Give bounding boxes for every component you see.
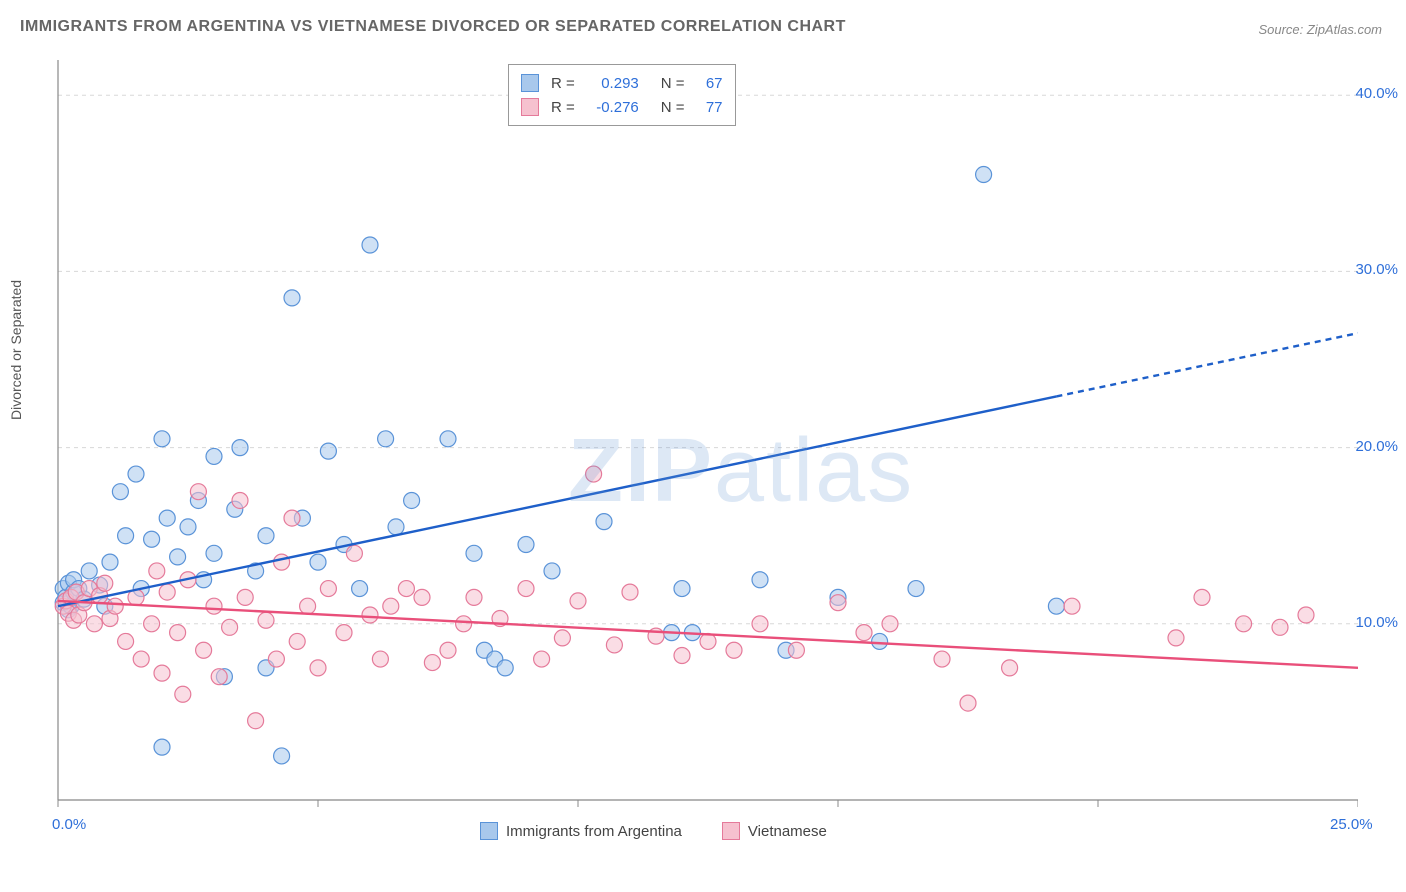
chart-title: IMMIGRANTS FROM ARGENTINA VS VIETNAMESE … [20,18,846,36]
legend-swatch [521,74,539,92]
legend-item: Immigrants from Argentina [480,822,682,840]
n-label: N = [661,75,685,92]
r-label: R = [551,99,575,116]
y-tick-label: 30.0% [1355,261,1398,278]
legend-swatch [480,822,498,840]
n-label: N = [661,99,685,116]
r-value: -0.276 [583,99,639,116]
source-attribution: Source: ZipAtlas.com [1258,22,1382,37]
y-axis-label: Divorced or Separated [8,280,24,420]
stats-legend: R = 0.293 N = 67 R = -0.276 N = 77 [508,64,736,126]
legend-label: Vietnamese [748,823,827,840]
x-tick-label: 25.0% [1330,816,1373,833]
y-tick-label: 20.0% [1355,438,1398,455]
r-value: 0.293 [583,75,639,92]
stats-legend-row: R = 0.293 N = 67 [521,71,723,95]
scatter-chart [48,60,1358,830]
x-tick-label: 0.0% [52,816,86,833]
legend-label: Immigrants from Argentina [506,823,682,840]
n-value: 77 [693,99,723,116]
n-value: 67 [693,75,723,92]
legend-item: Vietnamese [722,822,827,840]
stats-legend-row: R = -0.276 N = 77 [521,95,723,119]
legend-swatch [722,822,740,840]
legend-swatch [521,98,539,116]
y-tick-label: 40.0% [1355,85,1398,102]
chart-area: ZIPatlas R =0.293N =67R =-0.276N =77 10.… [48,60,1358,830]
y-tick-label: 10.0% [1355,614,1398,631]
r-label: R = [551,75,575,92]
series-legend: Immigrants from Argentina Vietnamese [480,822,827,840]
